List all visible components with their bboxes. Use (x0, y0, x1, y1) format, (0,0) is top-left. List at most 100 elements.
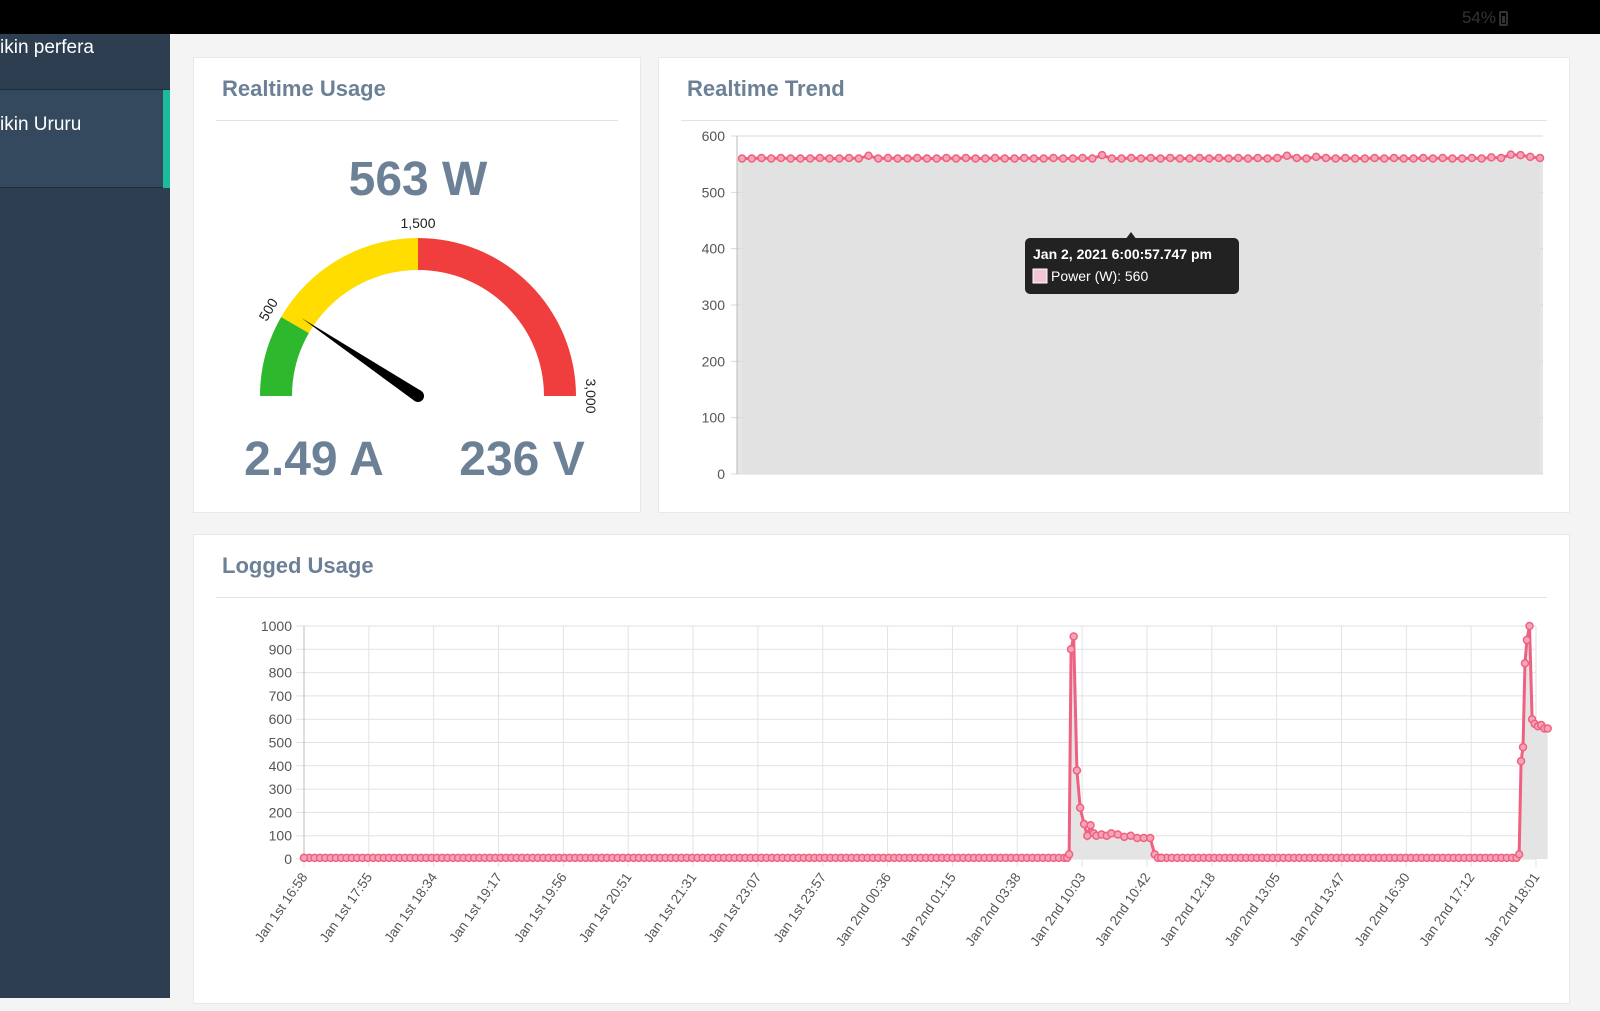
y-tick-label: 100 (269, 828, 293, 844)
trend-data-point (1360, 154, 1370, 163)
trend-data-point (1156, 154, 1165, 163)
trend-data-point (1107, 154, 1117, 163)
trend-data-point (1049, 153, 1058, 163)
logged-series-line (304, 625, 1548, 860)
trend-data-point (1185, 154, 1194, 163)
trend-data-point (1058, 154, 1068, 163)
status-bar: 54% (0, 0, 1600, 34)
trend-data-point (1467, 153, 1477, 163)
panel-title: Logged Usage (222, 553, 374, 578)
logged-data-point (1072, 766, 1082, 775)
trend-data-point (757, 153, 766, 163)
trend-data-point (1409, 154, 1418, 163)
gauge-red-band (418, 238, 576, 396)
tooltip-title: Jan 2, 2021 6:00:57.747 pm (1033, 246, 1212, 262)
trend-data-point (1341, 153, 1350, 163)
trend-data-point (1370, 153, 1379, 163)
tooltip-swatch (1032, 268, 1048, 284)
y-tick-label: 300 (269, 781, 293, 797)
x-tick-label: Jan 2nd 13:47 (1287, 870, 1348, 949)
trend-data-point (1389, 153, 1399, 163)
sidebar-item-perfera[interactable]: ikin perfera (0, 34, 170, 90)
sidebar-item-label: ikin Ururu (0, 114, 82, 135)
logged-data-point (1518, 742, 1528, 752)
trend-data-point (1331, 154, 1340, 163)
trend-data-point (1311, 152, 1321, 162)
trend-data-point (1282, 151, 1292, 160)
trend-data-point (912, 153, 922, 163)
trend-data-point (1029, 154, 1039, 163)
sidebar-item-ururu[interactable]: ikin Ururu (0, 90, 170, 188)
battery-percent: 54% (1461, 8, 1496, 27)
trend-data-point (1136, 154, 1146, 163)
trend-data-point (1263, 154, 1272, 163)
trend-data-point (1165, 153, 1175, 163)
trend-data-point (873, 154, 883, 163)
trend-data-point (1224, 154, 1233, 163)
x-tick-label: Jan 1st 16:58 (252, 870, 311, 945)
logged-usage-chart[interactable]: 0 100 200 300 400 500 600 700 800 900 1000 Jan 1st … (194, 601, 1564, 1011)
trend-data-point (1535, 153, 1545, 163)
trend-data-point (1234, 153, 1243, 163)
trend-data-point (1039, 154, 1048, 163)
realtime-trend-chart[interactable]: 0 100 200 300 400 500 600 Jan 2, 2021 6:00:57.7… (659, 128, 1559, 508)
trend-data-point (942, 153, 951, 163)
trend-data-point (864, 151, 873, 160)
y-tick-label: 800 (269, 665, 293, 681)
trend-data-point (1068, 154, 1078, 163)
trend-data-point (1399, 154, 1409, 163)
gauge-needle-hub (412, 390, 424, 402)
trend-data-point (1117, 154, 1126, 163)
trend-data-point (1506, 150, 1516, 159)
x-tick-label: Jan 1st 23:07 (706, 870, 765, 945)
x-tick-label: Jan 1st 17:55 (317, 870, 376, 945)
gauge-needle (301, 318, 422, 401)
logged-data-point (1516, 756, 1526, 766)
y-tick-label: 200 (269, 804, 293, 820)
trend-data-point (990, 153, 1000, 163)
power-reading: 563 W (348, 153, 488, 206)
trend-data-point (1418, 153, 1428, 163)
trend-data-point (1438, 153, 1447, 163)
x-tick-label: Jan 2nd 03:38 (962, 870, 1023, 949)
gauge-tick-label: 1,500 (400, 218, 435, 231)
y-tick-label: 0 (284, 851, 292, 867)
trend-data-point (971, 154, 980, 163)
x-tick-label: Jan 2nd 10:03 (1027, 870, 1088, 949)
y-tick-label: 600 (702, 128, 726, 144)
logged-data-point (1543, 724, 1552, 733)
trend-data-point (903, 154, 912, 163)
x-tick-label: Jan 2nd 12:18 (1157, 870, 1218, 949)
logged-data-point (299, 853, 309, 863)
y-tick-label: 100 (702, 410, 726, 426)
trend-data-point (786, 154, 795, 163)
trend-data-point (883, 153, 893, 163)
trend-data-point (1448, 154, 1457, 163)
trend-data-point (1010, 154, 1019, 163)
logged-data-point (1156, 853, 1166, 863)
trend-tooltip: Jan 2, 2021 6:00:57.747 pm Power (W): 560 (1025, 232, 1239, 294)
x-tick-label: Jan 1st 18:34 (381, 870, 440, 945)
x-tick-label: Jan 1st 21:31 (641, 870, 700, 945)
y-tick-label: 600 (269, 711, 293, 727)
voltage-reading: 236 V (459, 433, 585, 486)
divider (681, 120, 1547, 121)
trend-data-point (825, 154, 834, 163)
trend-data-point (1516, 150, 1525, 160)
trend-data-point (951, 154, 961, 163)
logged-data-point (1075, 803, 1085, 812)
logged-data-point (1145, 833, 1155, 843)
trend-data-point (737, 154, 747, 163)
trend-data-point (776, 153, 786, 163)
battery-icon (1499, 10, 1508, 26)
trend-data-point (1302, 154, 1311, 163)
panel-title: Realtime Trend (687, 76, 845, 101)
trend-data-point (932, 154, 941, 163)
y-tick-label: 300 (702, 297, 726, 313)
trend-data-point (1487, 153, 1496, 162)
logged-data-point (1069, 632, 1078, 641)
trend-data-point (1127, 153, 1136, 163)
logged-data-point (1525, 621, 1534, 631)
trend-data-point (1175, 154, 1185, 163)
current-reading: 2.49 A (244, 433, 384, 486)
